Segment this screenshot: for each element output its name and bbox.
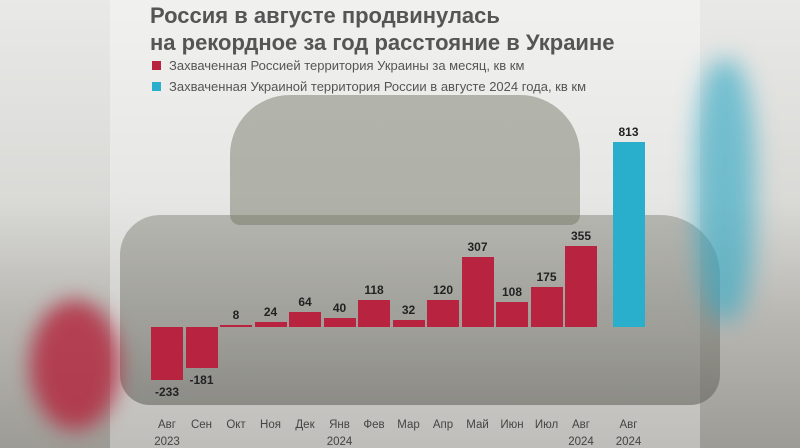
data-label: 64: [298, 295, 312, 310]
x-tick-label: Авг 2024: [568, 419, 594, 448]
photo-shape: [230, 95, 580, 225]
photo-shape: [695, 60, 755, 320]
photo-shape: [30, 300, 120, 430]
data-label: 8: [232, 308, 240, 323]
x-tick-label: Апр: [432, 419, 454, 431]
bar: [358, 300, 390, 327]
legend-item: Захваченная Россией территория Украины з…: [152, 58, 524, 73]
bar: [323, 317, 356, 327]
x-tick-label: Фев: [363, 419, 385, 431]
legend-label: Захваченная Украиной территория России в…: [169, 79, 587, 94]
data-label: -181: [189, 373, 214, 388]
x-tick-label: Авг 2024: [615, 419, 642, 448]
legend-item: Захваченная Украиной территория России в…: [152, 79, 586, 94]
data-label: -233: [154, 385, 180, 400]
x-tick-label: Ноя: [260, 419, 281, 431]
bar: [185, 327, 218, 369]
bar: [220, 325, 252, 327]
data-label: 355: [570, 229, 592, 244]
x-tick-label: Май: [466, 419, 489, 431]
data-label: 175: [536, 270, 557, 285]
bar: [254, 321, 287, 327]
legend-swatch: [152, 82, 161, 91]
data-label: 307: [467, 240, 488, 255]
data-label: 120: [432, 282, 454, 297]
x-tick-label: Авг 2023: [154, 419, 180, 448]
data-label: 32: [401, 302, 416, 317]
x-tick-label: Сен: [190, 419, 213, 431]
bar: [496, 302, 528, 327]
bar: [151, 327, 183, 381]
x-tick-label: Дек: [295, 419, 315, 431]
bar: [612, 142, 645, 327]
data-label: 118: [364, 283, 384, 298]
x-tick-label: Янв 2024: [326, 419, 353, 448]
data-label: 108: [501, 285, 523, 300]
bar: [392, 319, 425, 327]
chart-title: Россия в августе продвинулась на рекордн…: [150, 3, 615, 55]
legend-label: Захваченная Россией территория Украины з…: [169, 58, 525, 73]
x-tick-label: Мар: [397, 419, 420, 431]
x-tick-label: Окт: [226, 419, 246, 431]
legend-swatch: [152, 61, 161, 70]
bar: [427, 299, 459, 327]
bar: [530, 287, 563, 327]
bar: [565, 246, 597, 327]
data-label: 813: [618, 125, 639, 139]
bar: [461, 257, 494, 327]
x-tick-label: Июл: [534, 419, 559, 431]
bar: [289, 312, 321, 327]
data-label: 24: [263, 304, 278, 319]
data-label: 40: [332, 300, 347, 315]
x-tick-label: Июн: [500, 419, 524, 431]
